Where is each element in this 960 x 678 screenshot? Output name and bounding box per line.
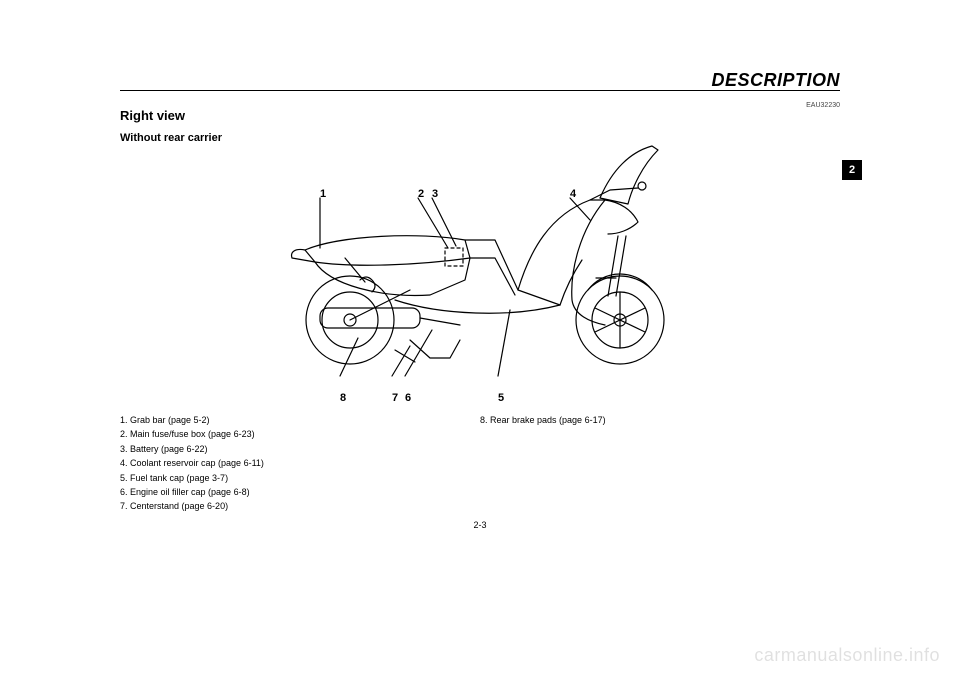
callout-4: 4 [570, 188, 576, 200]
callout-6: 6 [405, 392, 411, 404]
callout-3: 3 [432, 188, 438, 200]
section-title: Right view [120, 108, 185, 123]
callout-2: 2 [418, 188, 424, 200]
callout-7: 7 [392, 392, 398, 404]
callout-1: 1 [320, 188, 326, 200]
legend-item: 8. Rear brake pads (page 6-17) [480, 413, 606, 427]
document-id: EAU32230 [806, 102, 840, 109]
legend-left: 1. Grab bar (page 5-2) 2. Main fuse/fuse… [120, 413, 264, 514]
legend-item: 2. Main fuse/fuse box (page 6-23) [120, 427, 264, 441]
legend-item: 4. Coolant reservoir cap (page 6-11) [120, 456, 264, 470]
chapter-number: 2 [849, 164, 855, 176]
scooter-diagram [260, 140, 740, 380]
page-number: 2-3 [0, 520, 960, 530]
legend-item: 5. Fuel tank cap (page 3-7) [120, 471, 264, 485]
callout-5: 5 [498, 392, 504, 404]
legend-item: 7. Centerstand (page 6-20) [120, 499, 264, 513]
legend-item: 1. Grab bar (page 5-2) [120, 413, 264, 427]
callout-8: 8 [340, 392, 346, 404]
chapter-tab: 2 [842, 160, 862, 180]
legend-item: 6. Engine oil filler cap (page 6-8) [120, 485, 264, 499]
watermark: carmanualsonline.info [754, 645, 940, 666]
legend-item: 3. Battery (page 6-22) [120, 442, 264, 456]
legend-right: 8. Rear brake pads (page 6-17) [480, 413, 606, 427]
page-header-title: DESCRIPTION [711, 70, 840, 91]
section-subtitle: Without rear carrier [120, 132, 222, 144]
